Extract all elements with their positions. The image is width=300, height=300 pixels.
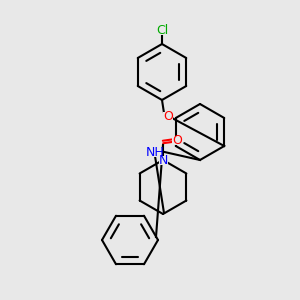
Text: NH: NH bbox=[146, 146, 164, 158]
Text: O: O bbox=[172, 134, 182, 146]
FancyBboxPatch shape bbox=[154, 25, 170, 35]
Text: N: N bbox=[158, 154, 168, 166]
Text: O: O bbox=[163, 110, 173, 122]
FancyBboxPatch shape bbox=[163, 112, 173, 121]
FancyBboxPatch shape bbox=[158, 155, 167, 164]
FancyBboxPatch shape bbox=[172, 136, 182, 145]
FancyBboxPatch shape bbox=[148, 148, 162, 157]
Text: Cl: Cl bbox=[156, 23, 168, 37]
